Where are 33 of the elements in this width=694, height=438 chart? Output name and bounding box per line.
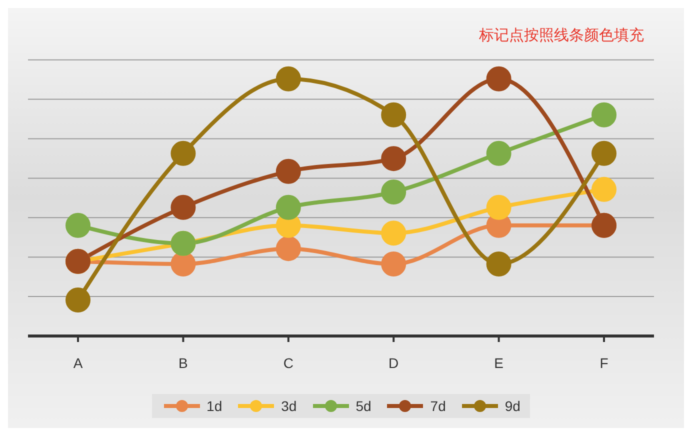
point <box>276 158 301 184</box>
point <box>170 252 196 276</box>
legend-label: 3d <box>281 398 297 414</box>
text: 标记点按照线条颜色填充 <box>479 26 644 45</box>
x-tick-label: C <box>283 354 294 371</box>
point <box>592 140 616 166</box>
point <box>170 194 196 220</box>
point <box>276 194 301 220</box>
point <box>66 212 90 238</box>
legend-label: 7d <box>430 398 446 414</box>
x-tick-label: F <box>600 354 608 371</box>
point <box>276 236 301 262</box>
point <box>486 66 512 92</box>
x-tick-label: B <box>178 354 188 371</box>
point <box>381 146 406 172</box>
point <box>486 194 512 220</box>
point <box>486 140 512 166</box>
point <box>592 102 616 128</box>
point <box>486 252 512 276</box>
point <box>276 66 301 92</box>
point <box>592 176 616 202</box>
point <box>381 252 406 276</box>
point <box>381 102 406 128</box>
legend-label: 1d <box>206 398 222 414</box>
x-tick-label: A <box>73 354 84 371</box>
point <box>66 288 90 312</box>
legend-label: 5d <box>356 398 372 414</box>
point <box>170 140 196 166</box>
x-tick-label: D <box>388 354 399 371</box>
point <box>381 180 406 204</box>
point <box>381 220 406 246</box>
x-tick-label: E <box>494 354 504 371</box>
legend-label: 9d <box>504 398 520 414</box>
